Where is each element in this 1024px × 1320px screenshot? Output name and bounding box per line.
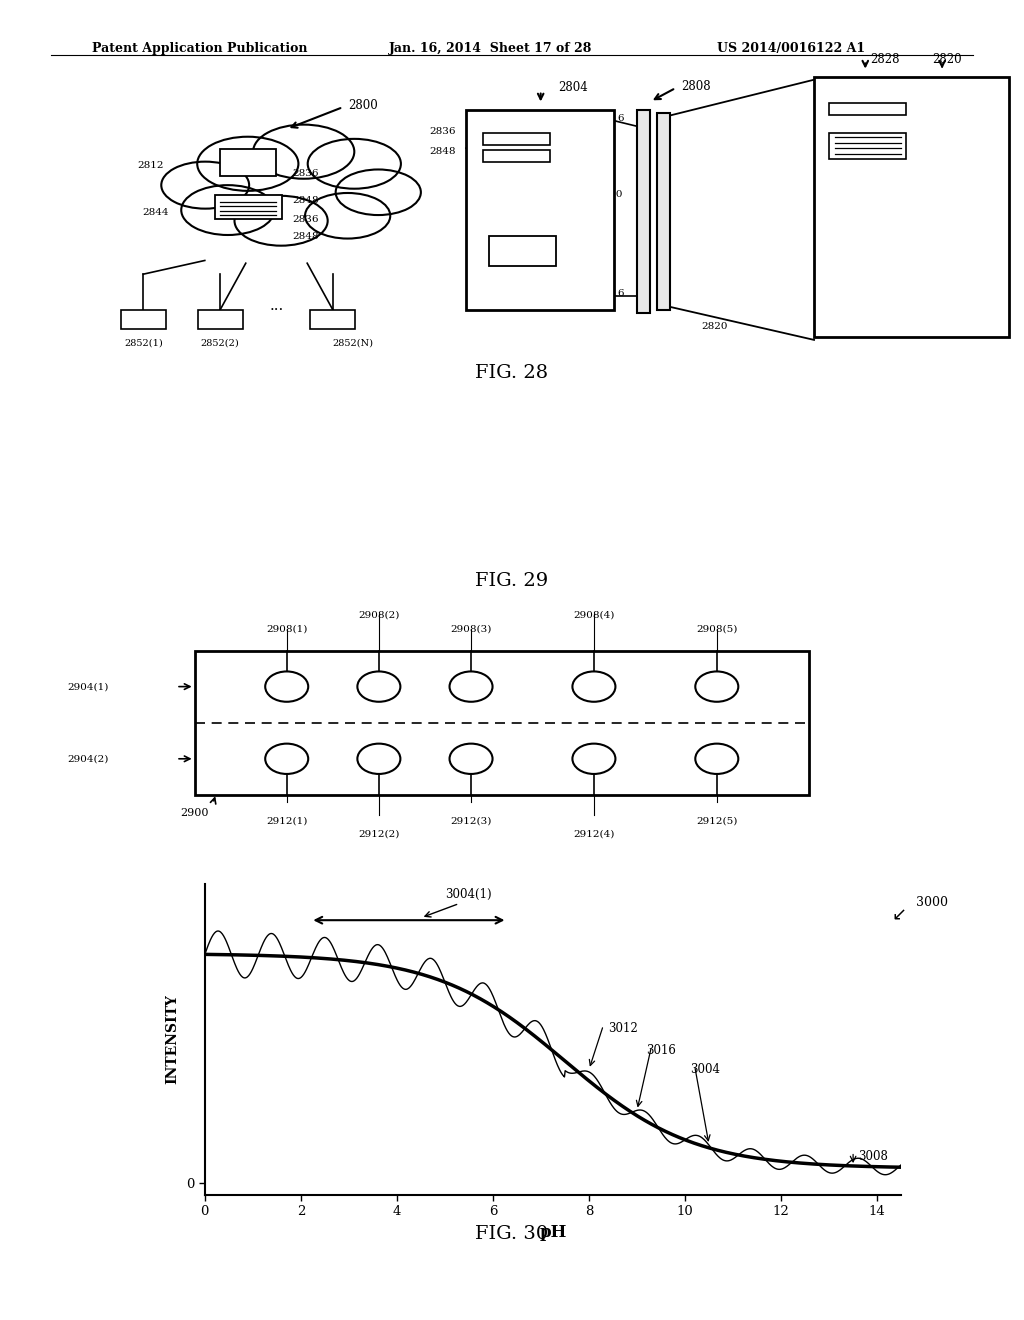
Ellipse shape — [695, 743, 738, 774]
Text: 2848: 2848 — [292, 195, 318, 205]
X-axis label: pH: pH — [540, 1224, 566, 1241]
Text: 2908(5): 2908(5) — [696, 624, 737, 634]
Ellipse shape — [357, 743, 400, 774]
Bar — [483, 150, 550, 162]
Bar — [215, 195, 282, 219]
Bar — [466, 110, 614, 310]
Circle shape — [305, 193, 390, 239]
Text: 2820: 2820 — [596, 190, 623, 199]
Text: 2820: 2820 — [701, 322, 728, 331]
Text: 2836: 2836 — [292, 169, 318, 178]
Ellipse shape — [450, 743, 493, 774]
Text: US 2014/0016122 A1: US 2014/0016122 A1 — [717, 42, 865, 55]
Text: 3016: 3016 — [646, 1044, 677, 1057]
Text: 2820: 2820 — [932, 53, 962, 66]
Text: FIG. 28: FIG. 28 — [475, 364, 549, 381]
Text: 2908(1): 2908(1) — [266, 624, 307, 634]
Text: 2840: 2840 — [558, 145, 587, 156]
Text: 2836: 2836 — [911, 102, 938, 111]
Text: 2828: 2828 — [870, 53, 900, 66]
Text: 2808: 2808 — [681, 81, 711, 94]
Circle shape — [181, 185, 274, 235]
Text: 3004(1): 3004(1) — [445, 888, 493, 902]
Text: 3000: 3000 — [916, 896, 948, 909]
Text: 2852(1): 2852(1) — [124, 338, 163, 347]
Ellipse shape — [265, 743, 308, 774]
Text: 2836: 2836 — [911, 139, 938, 148]
Text: 2836: 2836 — [429, 128, 456, 136]
Text: 2816: 2816 — [598, 114, 625, 123]
Text: 2848: 2848 — [429, 147, 456, 156]
Ellipse shape — [572, 672, 615, 702]
Text: 2900: 2900 — [180, 808, 209, 818]
Bar — [829, 103, 906, 115]
Bar — [195, 651, 809, 795]
Circle shape — [198, 137, 298, 191]
Ellipse shape — [265, 672, 308, 702]
Ellipse shape — [357, 672, 400, 702]
Text: 3012: 3012 — [608, 1023, 638, 1035]
Bar — [829, 133, 906, 160]
Circle shape — [308, 139, 401, 189]
Text: 2904(2): 2904(2) — [68, 754, 109, 763]
Text: 2908(4): 2908(4) — [573, 610, 614, 619]
Text: 2904(1): 2904(1) — [68, 682, 109, 692]
Text: 2836: 2836 — [292, 215, 318, 224]
Bar — [220, 149, 276, 176]
Text: 3004: 3004 — [690, 1063, 720, 1076]
Text: Jan. 16, 2014  Sheet 17 of 28: Jan. 16, 2014 Sheet 17 of 28 — [389, 42, 593, 55]
Text: 2824: 2824 — [508, 269, 537, 279]
Bar — [310, 310, 355, 329]
Bar — [637, 110, 650, 313]
Text: 2912(3): 2912(3) — [451, 817, 492, 825]
Text: 2912(1): 2912(1) — [266, 817, 307, 825]
Text: 2848: 2848 — [292, 231, 318, 240]
Text: 2908(2): 2908(2) — [358, 610, 399, 619]
Text: 2912(2): 2912(2) — [358, 829, 399, 838]
Circle shape — [253, 124, 354, 178]
Circle shape — [161, 161, 249, 209]
Text: 2804: 2804 — [558, 82, 588, 95]
Text: FIG. 29: FIG. 29 — [475, 572, 549, 590]
Text: ↙: ↙ — [892, 906, 906, 924]
Text: 2852(2): 2852(2) — [201, 338, 240, 347]
Ellipse shape — [695, 672, 738, 702]
Text: 2912(4): 2912(4) — [573, 829, 614, 838]
Text: 2852(N): 2852(N) — [333, 338, 374, 347]
Text: Patent Application Publication: Patent Application Publication — [92, 42, 307, 55]
Bar — [657, 112, 670, 310]
Text: 3008: 3008 — [858, 1150, 888, 1163]
Text: 2908(3): 2908(3) — [451, 624, 492, 634]
Circle shape — [336, 169, 421, 215]
Text: 2844: 2844 — [142, 207, 169, 216]
Text: FIG. 30: FIG. 30 — [475, 1225, 549, 1243]
Bar — [121, 310, 166, 329]
Text: 2800: 2800 — [348, 99, 378, 112]
Y-axis label: INTENSITY: INTENSITY — [165, 994, 179, 1085]
Ellipse shape — [572, 743, 615, 774]
Bar — [814, 77, 1009, 337]
Bar — [489, 236, 556, 265]
Circle shape — [234, 195, 328, 246]
Bar — [198, 310, 243, 329]
Text: 2812: 2812 — [137, 161, 164, 170]
Bar — [483, 133, 550, 145]
Text: 2816: 2816 — [598, 289, 625, 298]
Text: 2832: 2832 — [922, 178, 950, 189]
Ellipse shape — [450, 672, 493, 702]
Text: ...: ... — [269, 298, 284, 313]
Text: 2912(5): 2912(5) — [696, 817, 737, 825]
